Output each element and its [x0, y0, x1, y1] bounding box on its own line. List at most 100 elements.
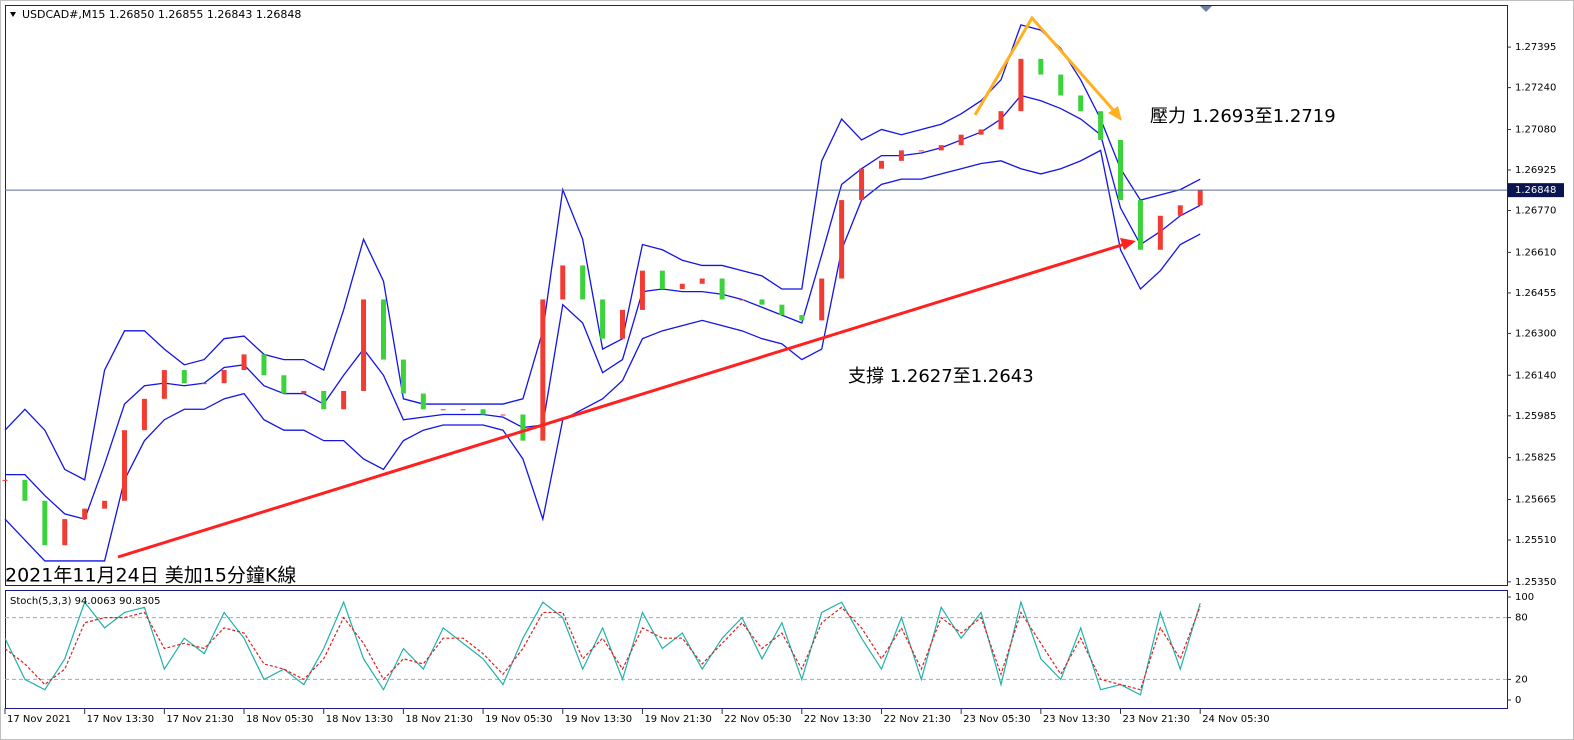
bollinger-upper — [4, 24, 1201, 481]
stoch-line — [4, 606, 1201, 691]
y-tick-label: 1.27240 — [1515, 83, 1556, 94]
candle — [440, 409, 446, 411]
x-tick-label: 23 Nov 05:30 — [963, 714, 1030, 725]
last-price-label: 1.26848 — [1515, 185, 1556, 196]
price-panel — [5, 5, 1508, 586]
candle — [1197, 189, 1203, 206]
candle — [380, 299, 386, 360]
y-tick-label: 20 — [1515, 674, 1528, 685]
candle — [241, 354, 247, 371]
candle — [82, 508, 88, 520]
arrow-head — [1120, 238, 1136, 250]
candle — [639, 270, 645, 310]
candle — [221, 370, 227, 384]
last-price-box — [1508, 183, 1564, 198]
y-tick-label: 1.26770 — [1515, 206, 1556, 217]
candle — [141, 398, 147, 431]
candle — [958, 134, 964, 146]
plot: 1.27395 1.27240 1.27080 1.26925 1.26770 1.266… — [2, 24, 1564, 725]
candle — [301, 390, 307, 394]
y-tick-label: 1.26455 — [1515, 288, 1556, 299]
candle — [1118, 139, 1124, 201]
candle — [1018, 58, 1024, 112]
candle — [540, 299, 546, 441]
x-tick-label: 17 Nov 21:30 — [166, 714, 233, 725]
stoch-title: Stoch(5,3,3) 94.0063 90.8305 — [10, 596, 161, 607]
candle — [1177, 205, 1183, 216]
y-tick-label: 80 — [1515, 613, 1528, 624]
candle — [2, 479, 8, 481]
candle — [620, 309, 626, 339]
candle — [978, 129, 984, 135]
x-tick-label: 19 Nov 13:30 — [565, 714, 632, 725]
support-note: 支撐 1.2627至1.2643 — [848, 366, 1034, 387]
candle — [321, 390, 327, 410]
x-tick-label: 22 Nov 13:30 — [804, 714, 871, 725]
candle — [759, 299, 765, 305]
symbol-header: USDCAD#,M15 1.26850 1.26855 1.26843 1.26… — [22, 8, 301, 21]
candle — [1058, 74, 1064, 96]
candle — [420, 393, 426, 410]
x-tick-label: 22 Nov 21:30 — [883, 714, 950, 725]
y-tick-label: 1.27395 — [1515, 42, 1556, 53]
candle — [460, 409, 466, 411]
x-tick-label: 19 Nov 21:30 — [644, 714, 711, 725]
x-tick-label: 17 Nov 13:30 — [87, 714, 154, 725]
x-tick-label: 23 Nov 21:30 — [1123, 714, 1190, 725]
candle — [400, 359, 406, 394]
y-tick-label: 1.25985 — [1515, 411, 1556, 422]
candle — [201, 383, 207, 385]
marker — [1200, 6, 1212, 12]
candle — [779, 304, 785, 316]
y-tick-label: 0 — [1515, 695, 1521, 706]
candle — [1078, 95, 1084, 112]
y-tick-label: 1.25665 — [1515, 494, 1556, 505]
candle — [699, 278, 705, 284]
candle — [739, 299, 745, 301]
candle — [819, 278, 825, 321]
x-tick-label: 18 Nov 05:30 — [246, 714, 313, 725]
candle — [1098, 111, 1104, 140]
candle — [659, 270, 665, 289]
candle — [42, 500, 48, 546]
candle — [560, 265, 566, 300]
menu-icon[interactable] — [10, 12, 16, 17]
candle — [580, 265, 586, 300]
y-tick-label: 1.26610 — [1515, 247, 1556, 258]
candle — [361, 299, 367, 391]
x-tick-label: 17 Nov 2021 — [7, 714, 71, 725]
candle — [679, 283, 685, 289]
candle — [341, 390, 347, 410]
candle — [938, 145, 944, 151]
candle — [62, 519, 68, 546]
candle — [102, 500, 108, 509]
y-tick-label: 1.26300 — [1515, 328, 1556, 339]
candle — [918, 150, 924, 152]
x-tick-label: 18 Nov 13:30 — [326, 714, 393, 725]
y-tick-label: 1.26925 — [1515, 165, 1556, 176]
x-tick-label: 18 Nov 21:30 — [405, 714, 472, 725]
y-tick-label: 1.25350 — [1515, 577, 1556, 588]
candle — [122, 430, 128, 501]
candle — [799, 315, 805, 321]
candle — [600, 299, 606, 339]
candle — [500, 414, 506, 416]
candle — [1157, 215, 1163, 250]
candle — [161, 370, 167, 399]
x-tick-label: 24 Nov 05:30 — [1202, 714, 1269, 725]
candle — [480, 409, 486, 415]
candle — [281, 375, 287, 394]
pattern-line — [973, 15, 1117, 116]
candle — [261, 354, 267, 376]
candle — [520, 414, 526, 441]
arrow-head — [1108, 106, 1122, 121]
candle — [859, 168, 865, 201]
x-tick-label: 23 Nov 13:30 — [1043, 714, 1110, 725]
candle — [22, 479, 28, 501]
resistance-note: 壓力 1.2693至1.2719 — [1150, 106, 1336, 127]
caption: 2021年11月24日 美加15分鐘K線 — [5, 565, 296, 587]
y-tick-label: 1.26140 — [1515, 370, 1556, 381]
bollinger-lower — [4, 149, 1201, 562]
candle — [839, 200, 845, 279]
